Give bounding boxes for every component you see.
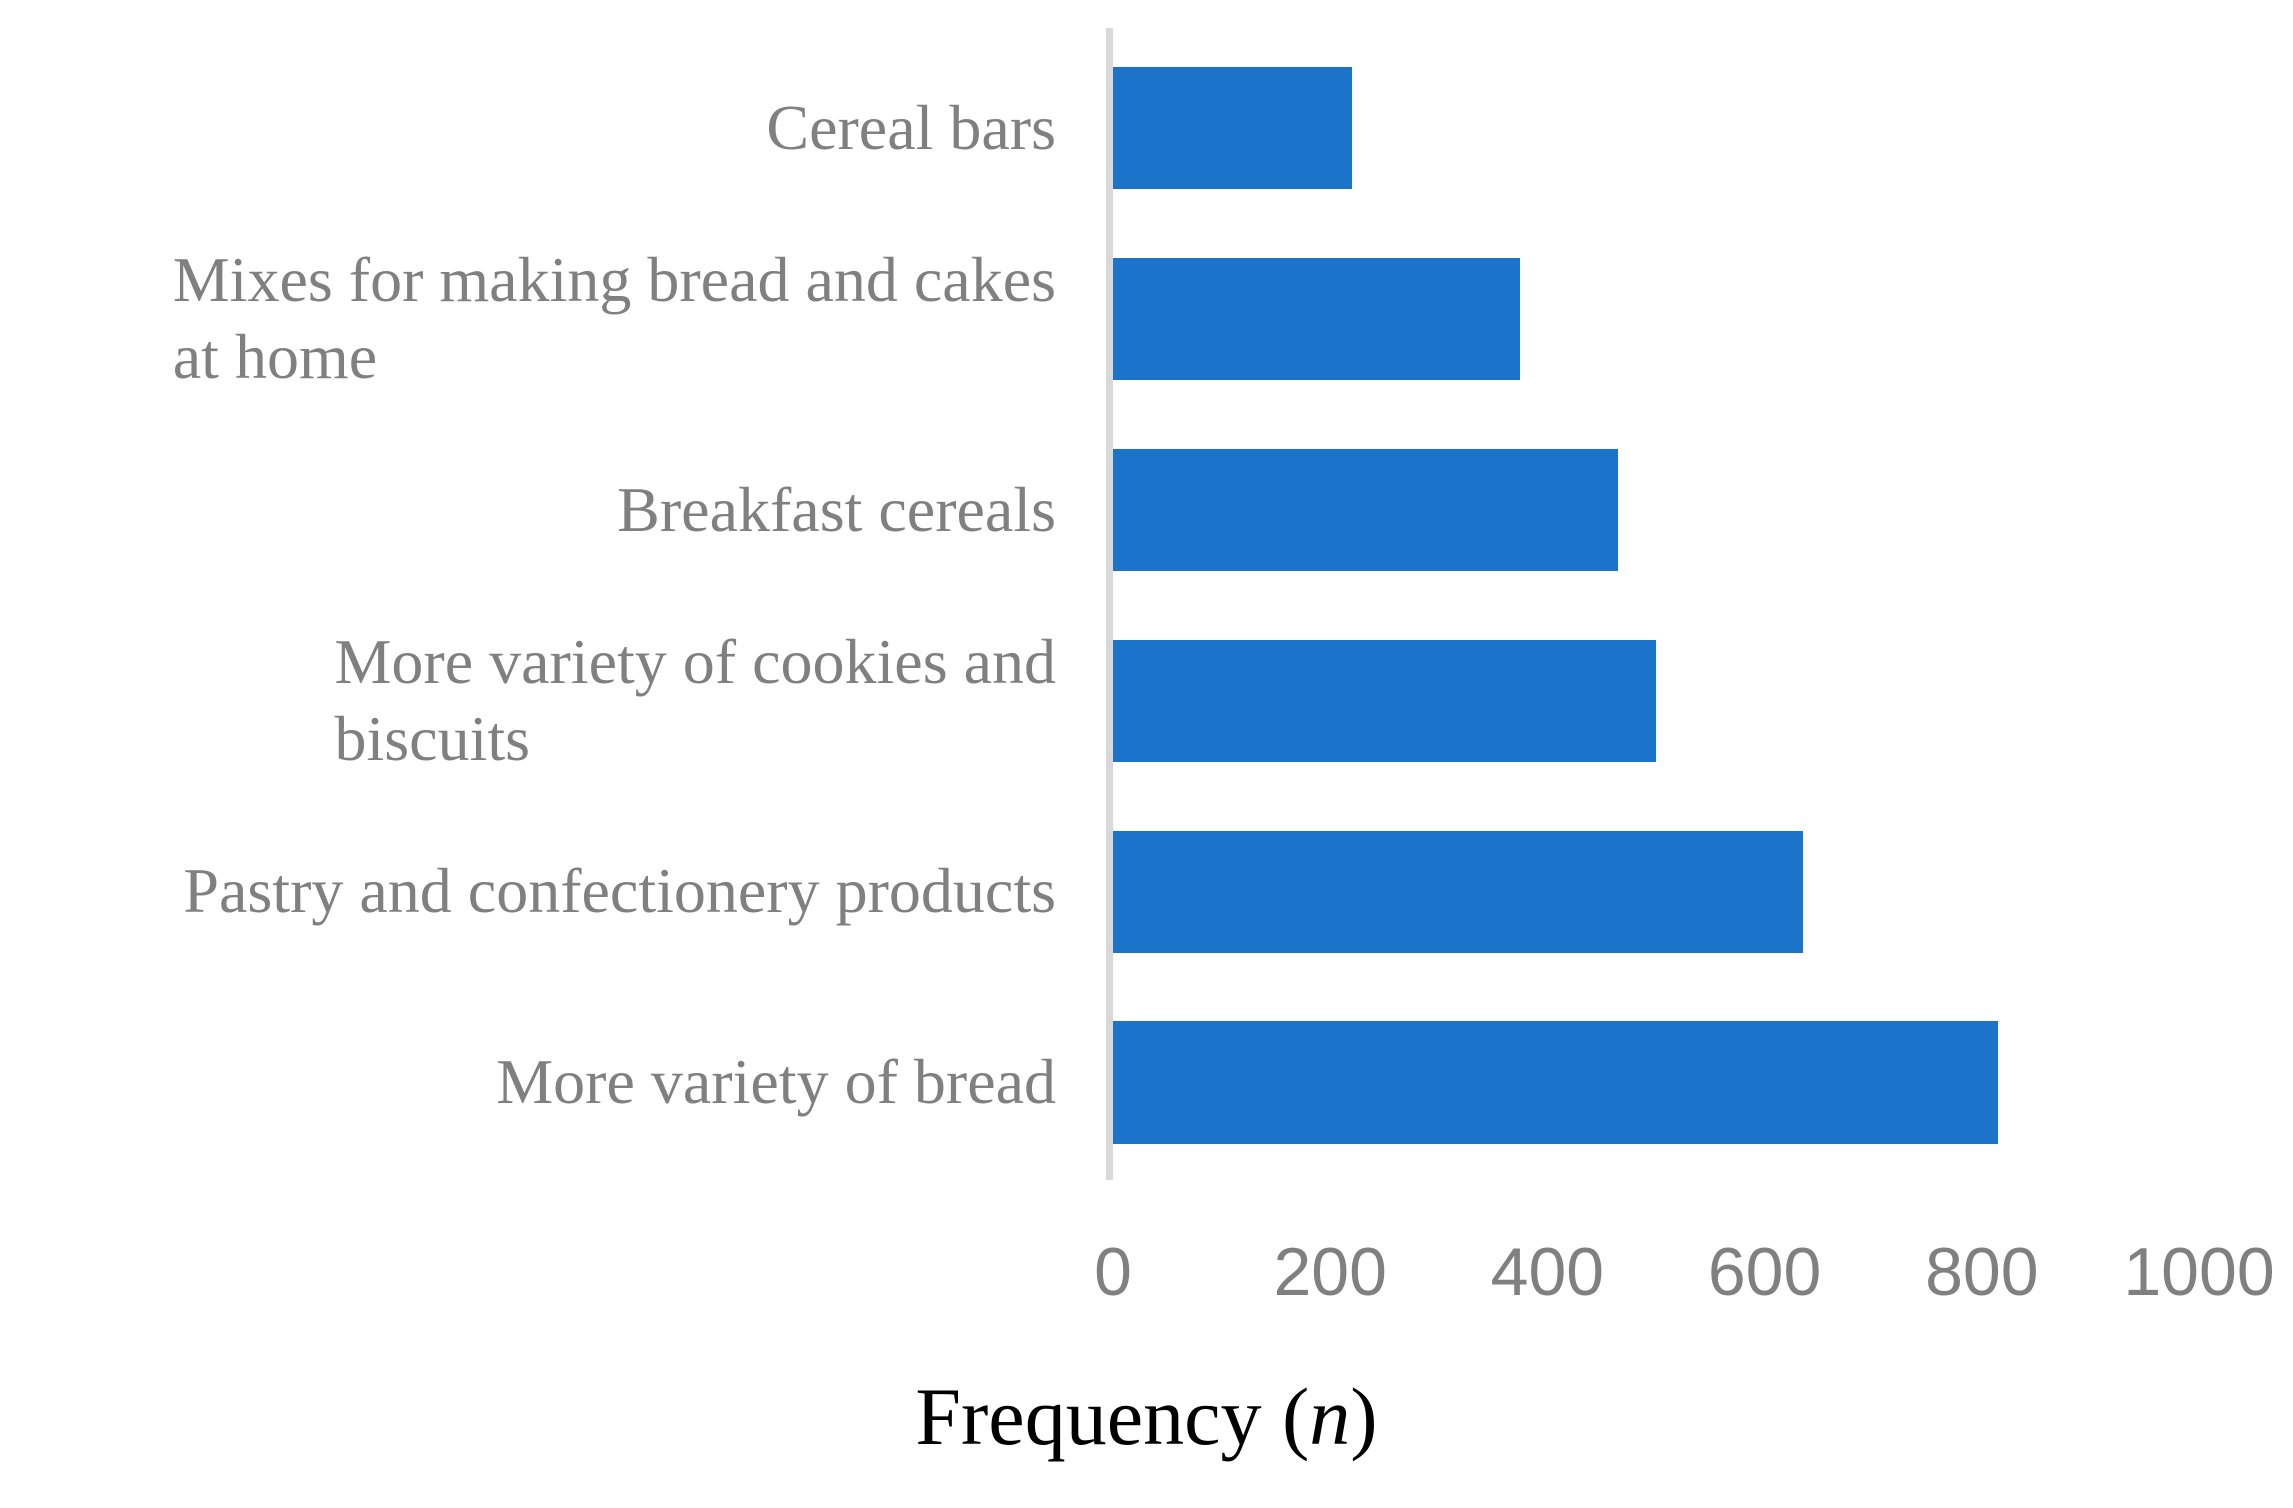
x-axis-tick: 200 [1273, 1234, 1387, 1310]
category-label-text: Cereal bars [766, 92, 1056, 164]
category-label-text: Pastry and confectionery products [183, 855, 1056, 927]
x-axis-title-prefix: Frequency ( [915, 1371, 1310, 1462]
x-axis-tick: 800 [1925, 1234, 2039, 1310]
category-label-text: More variety of cookies and biscuits [334, 626, 1056, 774]
y-axis-line [1106, 28, 1113, 1180]
category-label: Cereal bars [20, 33, 1056, 224]
bar [1113, 830, 1803, 953]
x-axis-title-suffix: ) [1350, 1371, 1378, 1462]
category-label: Breakfast cereals [20, 415, 1056, 606]
bar [1113, 67, 1352, 190]
category-label: More variety of cookies and biscuits [20, 605, 1056, 796]
category-label: More variety of bread [20, 987, 1056, 1178]
x-axis-tick: 1000 [2123, 1234, 2275, 1310]
x-axis-tick: 400 [1490, 1234, 1605, 1310]
plot-area [1113, 33, 2199, 1178]
category-label-text: Breakfast cereals [617, 473, 1056, 545]
x-axis-tick: 0 [1094, 1234, 1132, 1310]
x-axis-title: Frequency (n) [0, 1371, 2293, 1462]
category-label: Pastry and confectionery products [20, 796, 1056, 987]
y-axis-category-labels: Cereal bars Mixes for making bread and ca… [20, 33, 1056, 1178]
bar [1113, 449, 1618, 572]
bar [1113, 1021, 1999, 1144]
bar [1113, 639, 1656, 762]
bar [1113, 258, 1521, 381]
x-axis-tick-labels: 0 200 400 600 800 1000 [1094, 1234, 2275, 1318]
x-axis-title-variable: n [1309, 1371, 1351, 1462]
x-axis-tick: 600 [1707, 1234, 1822, 1310]
category-label-text: Mixes for making bread and cakes at home [172, 244, 1056, 393]
category-label: Mixes for making bread and cakes at home [20, 224, 1056, 415]
category-label-text: More variety of bread [496, 1046, 1056, 1118]
